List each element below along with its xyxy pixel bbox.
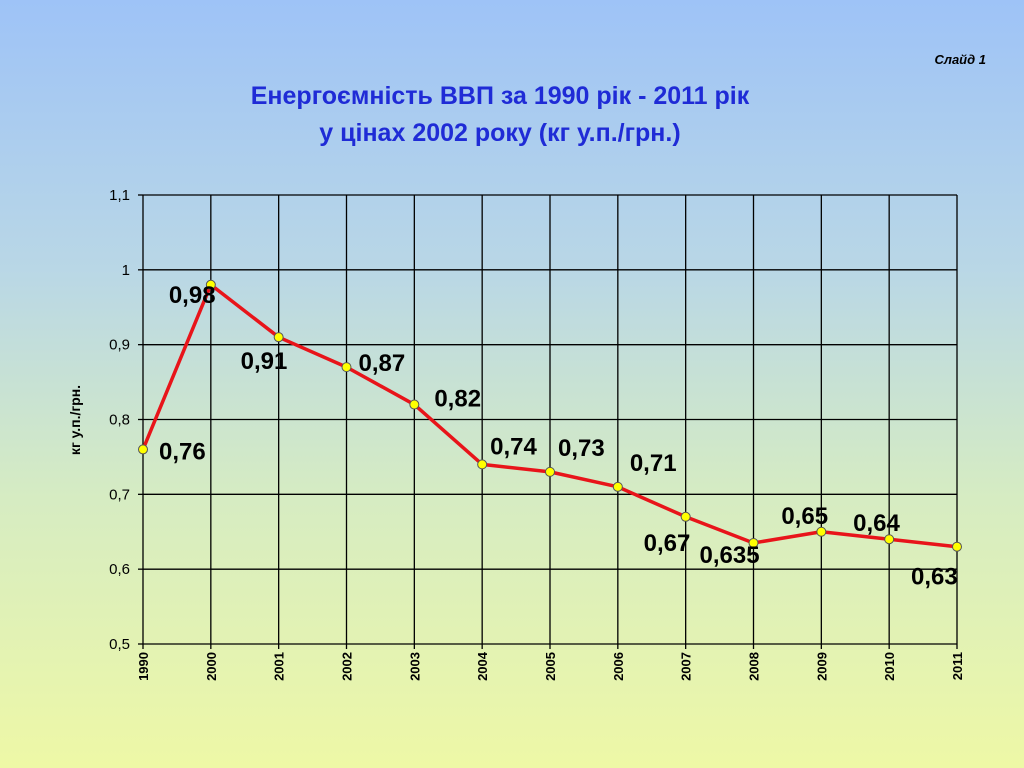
y-tick-label: 0,5	[109, 636, 130, 653]
y-tick-label: 0,6	[109, 561, 130, 578]
y-axis-title: кг у.п./грн.	[67, 385, 83, 455]
data-point	[409, 399, 420, 410]
data-point	[477, 459, 488, 470]
data-series	[138, 279, 962, 552]
x-tick-label: 2007	[679, 652, 694, 681]
x-tick-label: 2011	[950, 652, 965, 680]
x-tick-label: 2000	[204, 652, 219, 681]
data-label: 0,76	[159, 438, 206, 465]
y-tick-label: 0,9	[109, 337, 130, 354]
data-point	[205, 279, 216, 290]
data-label: 0,635	[700, 542, 760, 569]
x-tick-label: 2002	[340, 652, 355, 681]
data-label: 0,71	[630, 450, 677, 477]
data-label: 0,65	[781, 503, 828, 530]
data-point	[545, 466, 555, 477]
data-label: 0,82	[434, 386, 481, 413]
x-tick-label: 2009	[814, 652, 829, 681]
data-point	[952, 541, 962, 552]
data-label: 0,63	[911, 564, 958, 591]
x-tick-label: 2005	[543, 652, 558, 681]
x-axis-ticks: 1990 2000 2001 2002 2003 2004 2005 2006 2007 2008…	[136, 651, 965, 681]
slide-number: Слайд 1	[934, 52, 986, 67]
data-point	[816, 526, 827, 537]
x-tick-label: 2008	[747, 652, 762, 681]
data-point	[273, 332, 284, 343]
chart-title-line-1: Енергоємність ВВП за 1990 рік - 2011 рік	[250, 82, 750, 110]
chart-grid	[138, 194, 958, 649]
data-point	[341, 362, 352, 373]
data-point	[680, 511, 691, 522]
chart-title: Енергоємність ВВП за 1990 рік - 2011 рік…	[0, 78, 1000, 152]
data-label: 0,98	[169, 282, 216, 309]
x-tick-label: 2006	[611, 652, 626, 681]
data-point	[748, 537, 759, 548]
data-label: 0,87	[359, 350, 406, 377]
data-label: 0,64	[853, 510, 900, 537]
y-axis-ticks: 0,5 0,6 0,7 0,8 0,9 1 1,1	[109, 187, 130, 653]
y-tick-label: 0,8	[109, 412, 130, 429]
x-tick-label: 2004	[475, 651, 490, 681]
data-point	[612, 481, 623, 492]
data-point	[884, 534, 895, 545]
data-label: 0,73	[558, 435, 605, 462]
x-tick-label: 2010	[882, 652, 897, 681]
y-tick-label: 1,1	[109, 187, 130, 204]
data-label: 0,91	[241, 348, 288, 375]
data-labels: 0,76 0,98 0,91 0,87 0,82 0,74 0,73 0,71 0,67 0,63…	[159, 282, 958, 591]
data-label: 0,74	[490, 433, 537, 460]
x-tick-label: 2001	[272, 652, 287, 681]
y-tick-label: 0,7	[109, 486, 130, 503]
data-point	[138, 444, 148, 455]
x-tick-label: 1990	[136, 652, 151, 681]
data-label: 0,67	[644, 530, 691, 557]
y-tick-label: 1	[122, 262, 130, 279]
x-tick-label: 2003	[407, 652, 422, 681]
chart-title-line-2: у цінах 2002 року (кг у.п./грн.)	[319, 119, 681, 147]
